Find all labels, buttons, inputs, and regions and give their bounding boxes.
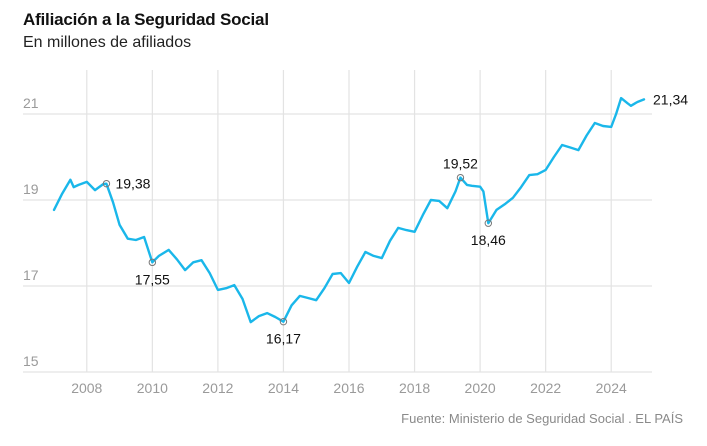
series-group — [52, 96, 646, 324]
x-tick-label: 2022 — [530, 380, 561, 396]
annotations-group: 19,38 17,55 16,17 19,52 18,46 21,34 — [102, 91, 688, 347]
series-line-afiliados — [52, 96, 646, 324]
x-tick-label: 2024 — [596, 380, 627, 396]
annotation-label: 17,55 — [135, 271, 170, 287]
annotation-label: 19,38 — [115, 176, 150, 192]
annotation-label: 18,46 — [471, 232, 506, 248]
x-tick-label: 2008 — [71, 380, 102, 396]
y-tick-label: 17 — [23, 267, 39, 283]
y-tick-label: 21 — [23, 95, 39, 111]
annotation-label: 19,52 — [443, 156, 478, 172]
annotation-label: 21,34 — [653, 91, 688, 107]
x-tick-label: 2018 — [399, 380, 430, 396]
y-axis-tick-labels: 15 17 19 21 — [23, 95, 39, 369]
x-tick-label: 2016 — [333, 380, 364, 396]
y-tick-label: 15 — [23, 353, 39, 369]
y-gridlines — [23, 113, 652, 373]
annotation-marker — [456, 173, 465, 182]
x-tick-label: 2020 — [465, 380, 496, 396]
x-axis-tick-labels: 2008 2010 2012 2014 2016 2018 2020 2022 2024 — [71, 380, 627, 396]
annotation-marker — [279, 317, 288, 326]
annotation-marker — [484, 219, 493, 227]
x-gridlines — [86, 70, 612, 372]
y-tick-label: 19 — [23, 181, 39, 197]
chart-title: Afiliación a la Seguridad Social — [23, 10, 269, 29]
x-tick-label: 2012 — [202, 380, 233, 396]
x-tick-label: 2014 — [268, 380, 299, 396]
annotation-label: 16,17 — [266, 331, 301, 347]
annotation-marker — [148, 258, 157, 267]
x-tick-label: 2010 — [137, 380, 168, 396]
source-note: Fuente: Ministerio de Seguridad Social .… — [401, 411, 683, 426]
annotation-marker — [102, 179, 111, 188]
chart-subtitle: En millones de afiliados — [23, 34, 192, 51]
